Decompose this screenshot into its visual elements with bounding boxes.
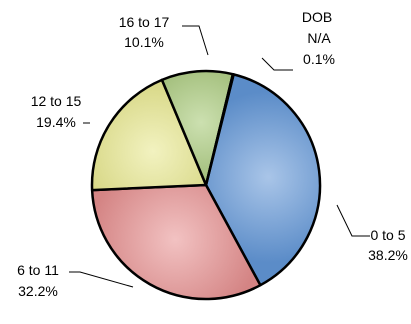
leader-line-dob-na: [261, 57, 293, 71]
pie-slice-6-to-11: [90, 183, 262, 301]
label-16-to-17-pct: 10.1%: [124, 34, 164, 50]
label-12-to-15-name: 12 to 15: [31, 93, 82, 109]
pie-slice-12-to-15: [90, 78, 208, 192]
label-dob-na-pct: 0.1%: [303, 51, 335, 67]
label-0-to-5-pct: 38.2%: [368, 247, 408, 263]
label-6-to-11-pct: 32.2%: [18, 283, 58, 299]
label-16-to-17-name: 16 to 17: [119, 14, 170, 30]
leader-line-16-to-17: [182, 25, 209, 56]
pie-slices: [90, 69, 322, 301]
pie-slice-0-to-5: [204, 73, 322, 287]
label-0-to-5-name: 0 to 5: [370, 227, 405, 243]
leader-line-6-to-11: [69, 271, 134, 288]
pie-slice-dob-n-a: [204, 72, 235, 187]
leader-line-0-to-5: [336, 204, 370, 237]
pie-slice-16-to-17: [160, 69, 235, 187]
label-dob-na-name: DOB N/A: [302, 9, 336, 46]
label-12-to-15-pct: 19.4%: [36, 114, 76, 130]
label-6-to-11-name: 6 to 11: [17, 262, 59, 278]
